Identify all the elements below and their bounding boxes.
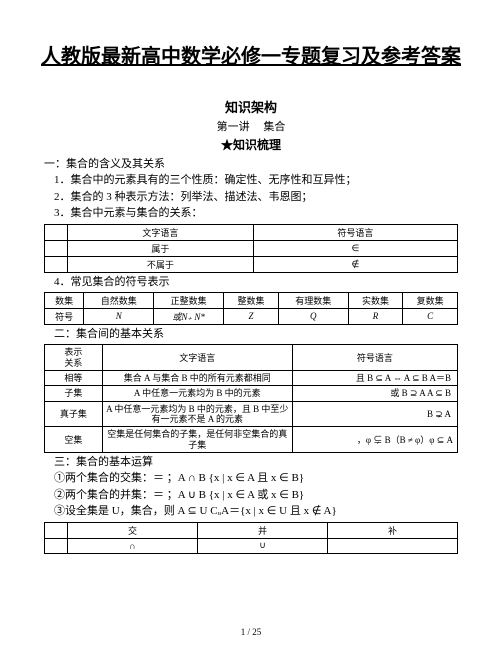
heading-1: 一：集合的含义及其关系 bbox=[44, 157, 462, 172]
cell: 属于 bbox=[68, 240, 254, 256]
table-row: 真子集 A 中任意一元素均为 B 中的元素，且 B 中至少有一元素不是 A 的元… bbox=[45, 401, 458, 427]
section-heading: 知识架构 bbox=[40, 97, 462, 116]
cell: 整数集 bbox=[224, 292, 279, 308]
para-2: 2．集合的 3 种表示方法：列举法、描述法、韦恩图； bbox=[54, 190, 462, 205]
cell bbox=[328, 538, 458, 553]
cell: A 中任意一元素均为 B 中的元素，且 B 中至少有一元素不是 A 的元素 bbox=[102, 401, 292, 427]
cell: N bbox=[84, 308, 154, 324]
cell: ∉ bbox=[253, 256, 457, 272]
page-footer: 1 / 25 bbox=[0, 627, 502, 637]
cell: 表示 关系 bbox=[45, 345, 103, 371]
table-row: 交 并 补 bbox=[45, 522, 458, 538]
table-element-relation: 文字语言 符号语言 属于 ∈ 不属于 ∉ bbox=[44, 224, 458, 273]
cell: Z bbox=[224, 308, 279, 324]
table-row: 数集 自然数集 正整数集 整数集 有理数集 实数集 复数集 bbox=[45, 292, 458, 308]
cell: ，φ ⊊ B（B ≠ φ）φ ⊆ A bbox=[292, 427, 457, 453]
cell: A 中任意一元素均为 B 中的元素 bbox=[102, 386, 292, 401]
lecture-right: 集合 bbox=[263, 121, 285, 133]
cell: 子集 bbox=[45, 386, 103, 401]
table-row: 相等 集合 A 与集合 B 中的所有元素都相同 且 B ⊆ A ⇔ A ⊆ B … bbox=[45, 371, 458, 386]
cell: 有理数集 bbox=[278, 292, 348, 308]
cell: 符号语言 bbox=[292, 345, 457, 371]
cell: 集合 A 与集合 B 中的所有元素都相同 bbox=[102, 371, 292, 386]
table-operations: 交 并 补 ∩ ∪ bbox=[44, 522, 458, 554]
cell: B ⊋ A bbox=[292, 401, 457, 427]
cell: 自然数集 bbox=[84, 292, 154, 308]
cell: ∈ bbox=[253, 240, 457, 256]
heading-2: 二：集合间的基本关系 bbox=[54, 327, 462, 342]
cell: 文字语言 bbox=[68, 224, 254, 240]
cell: ∪ bbox=[198, 538, 328, 553]
main-title: 人教版最新高中数学必修一专题复习及参考答案 bbox=[40, 40, 462, 69]
cell: 或 B ⊇ A A ⊆ B bbox=[292, 386, 457, 401]
cell: C bbox=[403, 308, 458, 324]
cell: 真子集 bbox=[45, 401, 103, 427]
cell: 或N₊ N* bbox=[154, 308, 224, 324]
table-row: 符号 N 或N₊ N* Z Q R C bbox=[45, 308, 458, 324]
table-number-sets: 数集 自然数集 正整数集 整数集 有理数集 实数集 复数集 符号 N 或N₊ N… bbox=[44, 292, 458, 325]
para-3: 3．集合中元素与集合的关系： bbox=[54, 206, 462, 221]
star-heading: ★知识梳理 bbox=[40, 136, 462, 153]
table-row: 不属于 ∉ bbox=[45, 256, 458, 272]
table-set-relations: 表示 关系 文字语言 符号语言 相等 集合 A 与集合 B 中的所有元素都相同 … bbox=[44, 344, 458, 453]
cell: R bbox=[348, 308, 403, 324]
table-row: 空集 空集是任何集合的子集，是任何非空集合的真子集 ，φ ⊊ B（B ≠ φ）φ… bbox=[45, 427, 458, 453]
heading-3: 三：集合的基本运算 bbox=[54, 455, 462, 470]
cell: 补 bbox=[328, 522, 458, 538]
para-4: 4．常见集合的符号表示 bbox=[54, 275, 462, 290]
cell: 并 bbox=[198, 522, 328, 538]
cell: 空集是任何集合的子集，是任何非空集合的真子集 bbox=[102, 427, 292, 453]
cell: 符号 bbox=[45, 308, 84, 324]
cell: 不属于 bbox=[68, 256, 254, 272]
cell: 空集 bbox=[45, 427, 103, 453]
cell: Q bbox=[278, 308, 348, 324]
op-3: ③设全集是 U，集合，则 A ⊆ U CᵤA＝{x | x ∈ U 且 x ∉ … bbox=[54, 504, 462, 519]
op-1: ①两个集合的交集：＝ ；A ∩ B {x | x ∈ A 且 x ∈ B} bbox=[54, 471, 462, 486]
cell: 正整数集 bbox=[154, 292, 224, 308]
lecture-line: 第一讲 集合 bbox=[40, 118, 462, 134]
table-row: 表示 关系 文字语言 符号语言 bbox=[45, 345, 458, 371]
op-2: ②两个集合的并集：＝ ；A ∪ B {x | x ∈ A 或 x ∈ B} bbox=[54, 488, 462, 503]
para-1: 1．集合中的元素具有的三个性质：确定性、无序性和互异性； bbox=[54, 173, 462, 188]
cell: 数集 bbox=[45, 292, 84, 308]
cell: 文字语言 bbox=[102, 345, 292, 371]
table-row: 子集 A 中任意一元素均为 B 中的元素 或 B ⊇ A A ⊆ B bbox=[45, 386, 458, 401]
table-row: ∩ ∪ bbox=[45, 538, 458, 553]
table-row: 文字语言 符号语言 bbox=[45, 224, 458, 240]
cell: 且 B ⊆ A ⇔ A ⊆ B A＝B bbox=[292, 371, 457, 386]
lecture-left: 第一讲 bbox=[217, 121, 250, 133]
table-row: 属于 ∈ bbox=[45, 240, 458, 256]
cell: 交 bbox=[68, 522, 198, 538]
cell: 相等 bbox=[45, 371, 103, 386]
cell: 实数集 bbox=[348, 292, 403, 308]
cell: 复数集 bbox=[403, 292, 458, 308]
cell: ∩ bbox=[68, 538, 198, 553]
cell: 符号语言 bbox=[253, 224, 457, 240]
